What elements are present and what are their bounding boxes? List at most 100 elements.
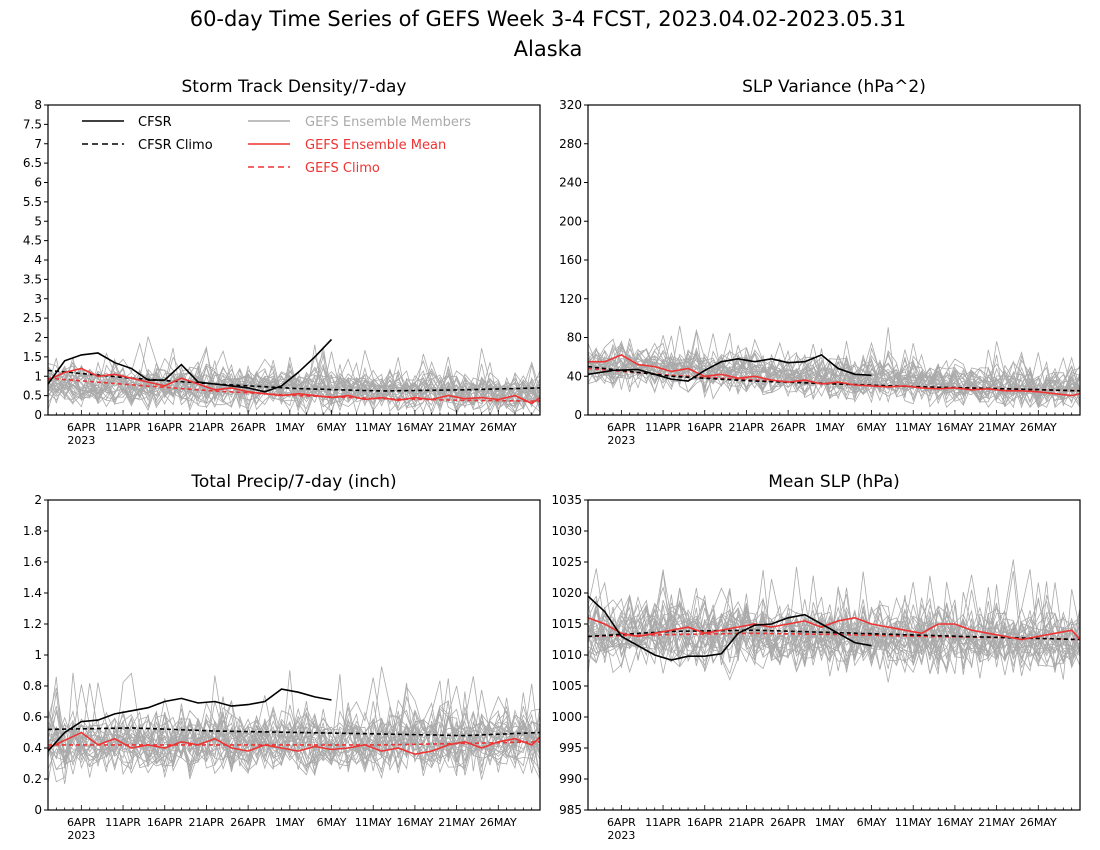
y-tick-label: 1010 <box>551 648 582 662</box>
y-tick-label: 1.2 <box>23 617 42 631</box>
x-tick-label: 21MAY <box>978 816 1015 829</box>
x-tick-label: 26MAY <box>1020 816 1057 829</box>
ensemble-member-line <box>588 347 1080 409</box>
panel-mean-slp: Mean SLP (hPa) 985 990 995 1000 1005 1010 1015… <box>551 472 1081 842</box>
x-tick-label: 11MAY <box>355 816 392 829</box>
x-tick-label: 21MAY <box>438 421 475 434</box>
y-tick-label: 1.4 <box>23 586 42 600</box>
y-tick-label: 0.4 <box>23 741 42 755</box>
series-line-ens-mean <box>588 616 1080 641</box>
x-tick-label: 11APR <box>105 421 141 434</box>
panel-storm-track-density: Storm Track Density/7-day 0 0.5 1 1.5 2 2.5 3 3… <box>23 77 541 447</box>
y-tick-label: 1.6 <box>23 555 42 569</box>
x-tick-label: 21APR <box>189 421 225 434</box>
panel-slp-variance: SLP Variance (hPa^2) 0 40 80 120 160 200 240 28… <box>559 77 1081 447</box>
legend-label-cfsr: CFSR <box>138 115 172 130</box>
x-tick-label: 1MAY <box>275 816 305 829</box>
series-group <box>48 338 540 405</box>
y-tick-label: 3 <box>34 292 42 306</box>
series-line-cfsr <box>48 688 332 752</box>
x-tick-label: 6MAY <box>857 421 887 434</box>
x-tick-label: 26APR <box>230 816 266 829</box>
plot-frame <box>47 104 541 416</box>
y-tick-label: 320 <box>559 98 582 112</box>
panel-title: Storm Track Density/7-day <box>182 77 407 97</box>
y-tick-label: 1 <box>34 369 42 383</box>
y-tick-label: 1015 <box>551 617 582 631</box>
y-tick-label: 200 <box>559 214 582 228</box>
y-tick-label: 2 <box>34 493 42 507</box>
panel-title: Mean SLP (hPa) <box>768 472 900 492</box>
x-tick-label: 11MAY <box>355 421 392 434</box>
x-tick-label: 6APR <box>607 816 636 829</box>
x-tick-label: 1MAY <box>815 421 845 434</box>
legend-label-gefs-climo: GEFS Climo <box>305 161 380 176</box>
y-tick-label: 1 <box>34 648 42 662</box>
x-tick-label: 21APR <box>189 816 225 829</box>
series-group <box>588 595 1080 661</box>
series-group <box>48 688 540 756</box>
ensemble-member-line <box>48 677 540 772</box>
legend-label-ens-mean: GEFS Ensemble Mean <box>305 138 446 153</box>
ensemble-member-line <box>588 346 1080 409</box>
ensemble-member-line <box>48 720 540 778</box>
ensemble-member-line <box>48 695 540 772</box>
y-tick-label: 5.5 <box>23 195 42 209</box>
x-tick-label: 21APR <box>729 421 765 434</box>
ensemble-member-line <box>48 353 540 411</box>
x-tick-label: 6MAY <box>317 816 347 829</box>
ensemble-member-line <box>588 568 1080 673</box>
ensemble-members <box>588 325 1080 409</box>
y-tick-label: 280 <box>559 137 582 151</box>
x-tick-label: 11APR <box>645 816 681 829</box>
series-group <box>588 353 1080 397</box>
x-tick-label: 6MAY <box>317 421 347 434</box>
x-year-label: 2023 <box>607 434 635 447</box>
ensemble-member-line <box>588 352 1080 409</box>
y-tick-label: 985 <box>559 803 582 817</box>
ensemble-member-line <box>48 705 540 774</box>
ensemble-member-line <box>48 696 540 778</box>
series-line-cfsr <box>588 353 872 382</box>
series-line-gefs-climo <box>588 632 1080 641</box>
ensemble-member-line <box>48 362 540 414</box>
y-tick-label: 40 <box>567 369 582 383</box>
x-tick-label: 6APR <box>607 421 636 434</box>
y-tick-label: 8 <box>34 98 42 112</box>
x-tick-label: 26APR <box>770 421 806 434</box>
x-tick-label: 16APR <box>147 421 183 434</box>
y-tick-label: 1.8 <box>23 524 42 538</box>
series-line-ens-mean <box>48 367 540 405</box>
ensemble-member-line <box>48 348 540 414</box>
x-tick-label: 26APR <box>230 421 266 434</box>
y-tick-label: 1.5 <box>23 350 42 364</box>
figure-subtitle: Alaska <box>514 37 583 61</box>
x-year-label: 2023 <box>607 829 635 842</box>
y-tick-label: 6 <box>34 176 42 190</box>
panel-total-precip: Total Precip/7-day (inch) 0 0.2 0.4 0.6 0.8 1… <box>23 472 541 842</box>
x-tick-label: 16APR <box>687 421 723 434</box>
x-tick-label: 16MAY <box>396 421 433 434</box>
y-tick-label: 0 <box>34 408 42 422</box>
y-tick-label: 0.6 <box>23 710 42 724</box>
y-tick-label: 1005 <box>551 679 582 693</box>
y-tick-label: 0.8 <box>23 679 42 693</box>
ensemble-member-line <box>48 358 540 409</box>
ensemble-member-line <box>588 584 1080 680</box>
ensemble-member-line <box>588 571 1080 670</box>
x-year-label: 2023 <box>67 829 95 842</box>
x-tick-label: 26MAY <box>1020 421 1057 434</box>
y-tick-label: 0.2 <box>23 772 42 786</box>
y-tick-label: 7 <box>34 137 42 151</box>
panel-title: Total Precip/7-day (inch) <box>190 472 396 492</box>
x-tick-label: 16APR <box>147 816 183 829</box>
panel-title: SLP Variance (hPa^2) <box>742 77 926 97</box>
y-tick-label: 4 <box>34 253 42 267</box>
ensemble-member-line <box>588 343 1080 402</box>
y-tick-label: 2.5 <box>23 311 42 325</box>
x-tick-label: 26APR <box>770 816 806 829</box>
y-tick-label: 240 <box>559 176 582 190</box>
ensemble-member-line <box>48 682 540 777</box>
x-tick-label: 11APR <box>645 421 681 434</box>
